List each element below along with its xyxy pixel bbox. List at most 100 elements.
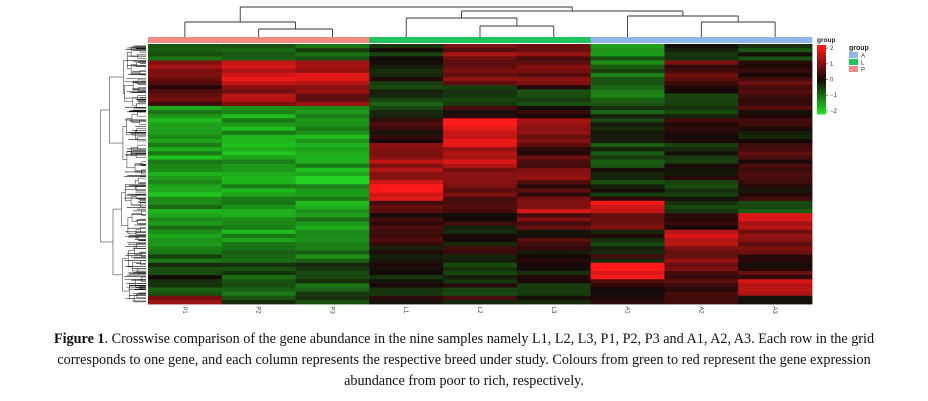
heatmap-cell — [664, 246, 739, 251]
heatmap-cell — [369, 134, 444, 140]
heatmap-cell — [295, 217, 370, 222]
heatmap-cell — [221, 270, 296, 276]
color-scale-step — [817, 108, 826, 111]
heatmap-cell — [221, 275, 296, 280]
heatmap-cell — [738, 184, 813, 189]
heatmap-cell — [664, 56, 739, 61]
heatmap-cell — [590, 299, 665, 305]
heatmap-cell — [516, 258, 592, 264]
heatmap-cell — [369, 52, 444, 57]
heatmap-cell — [738, 130, 813, 136]
heatmap-cell — [516, 196, 592, 202]
heatmap-cell — [295, 192, 370, 198]
heatmap-cell — [516, 163, 592, 169]
heatmap-cell — [664, 209, 739, 214]
heatmap-cell — [738, 287, 813, 293]
heatmap-cell — [221, 242, 296, 247]
color-scale-step — [817, 93, 826, 96]
heatmap-cell — [738, 250, 813, 255]
heatmap-cell — [443, 138, 518, 144]
heatmap-cell — [664, 138, 739, 144]
heatmap-cell — [221, 68, 296, 74]
heatmap-cell — [221, 213, 296, 218]
heatmap-cell — [738, 279, 813, 284]
color-scale-step — [817, 74, 826, 77]
heatmap-cell — [443, 72, 518, 78]
heatmap-cell — [295, 299, 370, 305]
heatmap-cell — [443, 114, 518, 119]
heatmap-cell — [221, 97, 296, 103]
heatmap-cell — [443, 89, 518, 94]
heatmap-cell — [443, 283, 518, 288]
heatmap-cell — [221, 233, 296, 239]
color-scale-step — [817, 86, 826, 89]
heatmap-cell — [221, 254, 296, 260]
heatmap-cell — [590, 258, 665, 264]
color-scale-step — [817, 91, 826, 94]
color-scale-step — [817, 65, 826, 68]
color-scale-step — [817, 76, 826, 79]
heatmap-cell — [664, 93, 739, 99]
heatmap-cell — [516, 250, 592, 255]
heatmap-cell — [295, 52, 370, 57]
heatmap-cell — [295, 184, 370, 189]
heatmap-cell — [516, 114, 592, 119]
heatmap-cell — [516, 275, 592, 280]
heatmap-cell — [295, 85, 370, 90]
heatmap-cell — [148, 295, 223, 301]
heatmap-cell — [148, 242, 223, 247]
heatmap-cell — [443, 209, 518, 214]
heatmap-cell — [443, 167, 518, 173]
heatmap-cell — [148, 118, 223, 123]
color-scale-step — [817, 50, 826, 53]
color-scale-step — [817, 45, 826, 48]
heatmap-cell — [295, 291, 370, 297]
heatmap-cell — [516, 233, 592, 239]
heatmap-cell — [148, 171, 223, 177]
heatmap-cell — [369, 200, 444, 206]
heatmap-cell — [369, 270, 444, 276]
heatmap-cell — [738, 147, 813, 152]
heatmap-cell — [369, 159, 444, 165]
column-tick-label: A3 — [771, 306, 777, 314]
heatmap-cell — [738, 105, 813, 111]
heatmap-cell — [369, 229, 444, 235]
heatmap-cell — [664, 143, 739, 148]
group-legend-label: L — [861, 60, 865, 66]
heatmap-cell — [369, 85, 444, 90]
heatmap-cell — [148, 262, 223, 268]
heatmap-cell — [369, 295, 444, 301]
heatmap-cell — [590, 200, 665, 206]
group-legend-swatch — [849, 52, 858, 58]
color-scale-step — [817, 72, 826, 75]
heatmap-cell — [516, 134, 592, 140]
color-scale-tick-label: 2 — [830, 46, 834, 52]
heatmap-cell — [516, 89, 592, 94]
heatmap-cell — [516, 93, 592, 99]
group-bar-segment — [590, 37, 665, 43]
heatmap-cell — [221, 188, 296, 193]
heatmap-cell — [369, 217, 444, 222]
heatmap-cell — [221, 295, 296, 301]
heatmap-cell — [738, 171, 813, 177]
heatmap-cell — [148, 93, 223, 99]
heatmap-cell — [590, 155, 665, 160]
color-scale-title: group — [817, 37, 835, 44]
heatmap-cell — [221, 229, 296, 235]
heatmap-cell — [664, 52, 739, 57]
heatmap-cell — [738, 221, 813, 226]
heatmap-cell — [369, 250, 444, 255]
heatmap-cell — [221, 163, 296, 169]
heatmap-cell — [664, 254, 739, 260]
heatmap-cell — [664, 250, 739, 255]
heatmap-cell — [443, 233, 518, 239]
heatmap-cell — [443, 163, 518, 169]
heatmap-cell — [738, 270, 813, 276]
heatmap-cell — [221, 283, 296, 288]
group-bar-segment — [369, 37, 444, 43]
heatmap-cell — [590, 151, 665, 156]
column-dendrogram — [184, 6, 776, 37]
heatmap-cell — [516, 72, 592, 78]
heatmap-cell — [590, 217, 665, 222]
heatmap-cell — [664, 134, 739, 140]
